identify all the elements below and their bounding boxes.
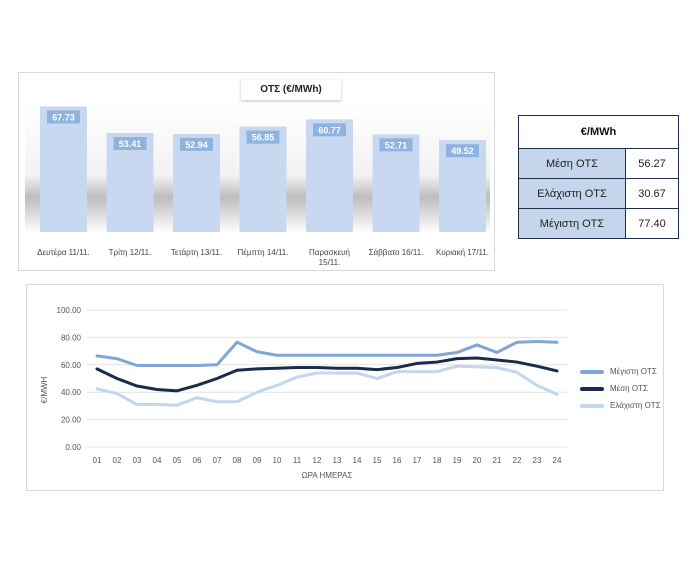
row-value: 56.27 bbox=[625, 148, 679, 179]
x-tick-label: Παρασκευή 15/11. bbox=[309, 248, 350, 267]
x-tick-label: Κυριακή 17/11. bbox=[436, 248, 489, 257]
x-tick-label: 10 bbox=[273, 456, 282, 465]
x-tick-label: 05 bbox=[173, 456, 182, 465]
bar-label-box bbox=[180, 137, 213, 151]
y-tick-label: 40.00 bbox=[61, 388, 82, 397]
bar-data-label: 52.71 bbox=[385, 140, 408, 150]
bar-data-label: 60.77 bbox=[318, 125, 341, 135]
row-label: Μέγιστη ΟΤΣ bbox=[518, 208, 626, 239]
legend-item: Ελάχιστη ΟΤΣ bbox=[580, 397, 661, 414]
x-tick-label: Τετάρτη 13/11. bbox=[171, 248, 222, 257]
bar-data-label: 53.41 bbox=[119, 139, 142, 149]
x-tick-label: 03 bbox=[133, 456, 142, 465]
table-row: Μέση ΟΤΣ 56.27 bbox=[518, 148, 679, 179]
y-tick-label: 80.00 bbox=[61, 333, 82, 342]
bar bbox=[40, 106, 87, 232]
bar-label-box bbox=[47, 110, 80, 124]
y-tick-label: 20.00 bbox=[61, 416, 82, 425]
row-value: 77.40 bbox=[625, 208, 679, 239]
y-tick-label: 0.00 bbox=[65, 443, 81, 452]
y-tick-label: 60.00 bbox=[61, 361, 82, 370]
bar-chart-title: ΟΤΣ (€/MWh) bbox=[241, 80, 341, 100]
row-label: Ελάχιστη ΟΤΣ bbox=[518, 178, 626, 209]
x-tick-label: Σάββατο 16/11. bbox=[369, 248, 424, 257]
table-row: Ελάχιστη ΟΤΣ 30.67 bbox=[518, 178, 679, 209]
legend-label: Μέση ΟΤΣ bbox=[610, 384, 648, 393]
x-tick-label: Πέμπτη 14/11. bbox=[238, 248, 289, 257]
x-tick-label: 21 bbox=[493, 456, 502, 465]
x-tick-label: 11 bbox=[293, 456, 302, 465]
x-tick-label: 13 bbox=[333, 456, 342, 465]
bar-label-box bbox=[113, 137, 147, 151]
row-value: 30.67 bbox=[625, 178, 679, 209]
bar-data-label: 56.85 bbox=[252, 133, 275, 143]
x-tick-label: 19 bbox=[453, 456, 462, 465]
x-tick-label: 23 bbox=[533, 456, 542, 465]
legend-label: Μέγιστη ΟΤΣ bbox=[610, 367, 657, 376]
x-tick-label: 24 bbox=[553, 456, 562, 465]
table-header-row: €/MWh bbox=[518, 115, 679, 149]
bar-data-label: 52.94 bbox=[185, 140, 208, 150]
x-tick-label: 09 bbox=[253, 456, 262, 465]
x-tick-label: 22 bbox=[513, 456, 522, 465]
x-tick-label: 12 bbox=[313, 456, 322, 465]
price-summary-table: €/MWh Μέση ΟΤΣ 56.27 Ελάχιστη ΟΤΣ 30.67 … bbox=[518, 115, 679, 239]
y-tick-label: 100.00 bbox=[57, 306, 82, 315]
x-tick-label: Τρίτη 12/11. bbox=[109, 248, 152, 257]
series-line bbox=[95, 356, 559, 393]
bar bbox=[239, 126, 287, 232]
line-chart-svg: 0.00 20.00 40.00 60.00 80.00 100.00 01 02 03 04 0… bbox=[40, 306, 567, 480]
bar-label-box bbox=[246, 130, 280, 144]
x-tick-label: Δευτέρα 11/11. bbox=[37, 248, 89, 257]
legend-swatch bbox=[580, 369, 604, 374]
daily-price-bar-chart: 67.73 Δευτέρα 11/11. 53.41 Τρίτη 12/11. 52.9… bbox=[18, 72, 495, 271]
x-tick-label: 14 bbox=[353, 456, 362, 465]
bar bbox=[306, 119, 353, 232]
bar-data-label: 49.52 bbox=[451, 146, 474, 156]
x-tick-label: 16 bbox=[393, 456, 402, 465]
x-tick-label: 06 bbox=[193, 456, 202, 465]
bar-chart-svg: 67.73 Δευτέρα 11/11. 53.41 Τρίτη 12/11. 52.9… bbox=[25, 105, 490, 267]
x-tick-label: 01 bbox=[93, 456, 102, 465]
bar-label-box bbox=[379, 138, 413, 152]
x-tick-label: 04 bbox=[153, 456, 162, 465]
bar-label-box bbox=[313, 123, 346, 137]
table-row: Μέγιστη ΟΤΣ 77.40 bbox=[518, 208, 679, 239]
series-line bbox=[95, 340, 559, 367]
legend-swatch bbox=[580, 386, 604, 391]
x-tick-label: 18 bbox=[433, 456, 442, 465]
x-tick-label: 17 bbox=[413, 456, 422, 465]
x-tick-label: 20 bbox=[473, 456, 482, 465]
x-tick-label: 08 bbox=[233, 456, 242, 465]
x-tick-label: 15 bbox=[373, 456, 382, 465]
table-header: €/MWh bbox=[518, 115, 679, 149]
x-axis-label: ΩΡΑ ΗΜΕΡΑΣ bbox=[302, 471, 353, 480]
x-tick-label: 07 bbox=[213, 456, 222, 465]
bar-label-box bbox=[446, 144, 479, 158]
y-axis-label: €/MWH bbox=[40, 376, 49, 403]
bar-data-label: 67.73 bbox=[52, 112, 75, 122]
legend-label: Ελάχιστη ΟΤΣ bbox=[610, 401, 661, 410]
x-tick-label: 02 bbox=[113, 456, 122, 465]
row-label: Μέση ΟΤΣ bbox=[518, 148, 626, 179]
hourly-price-line-chart: 0.00 20.00 40.00 60.00 80.00 100.00 01 02 03 04 0… bbox=[26, 284, 664, 491]
legend-item: Μέση ΟΤΣ bbox=[580, 380, 661, 397]
series-line bbox=[95, 364, 559, 407]
legend-item: Μέγιστη ΟΤΣ bbox=[580, 363, 661, 380]
legend-swatch bbox=[580, 403, 604, 408]
legend: Μέγιστη ΟΤΣ Μέση ΟΤΣ Ελάχιστη ΟΤΣ bbox=[580, 363, 661, 414]
